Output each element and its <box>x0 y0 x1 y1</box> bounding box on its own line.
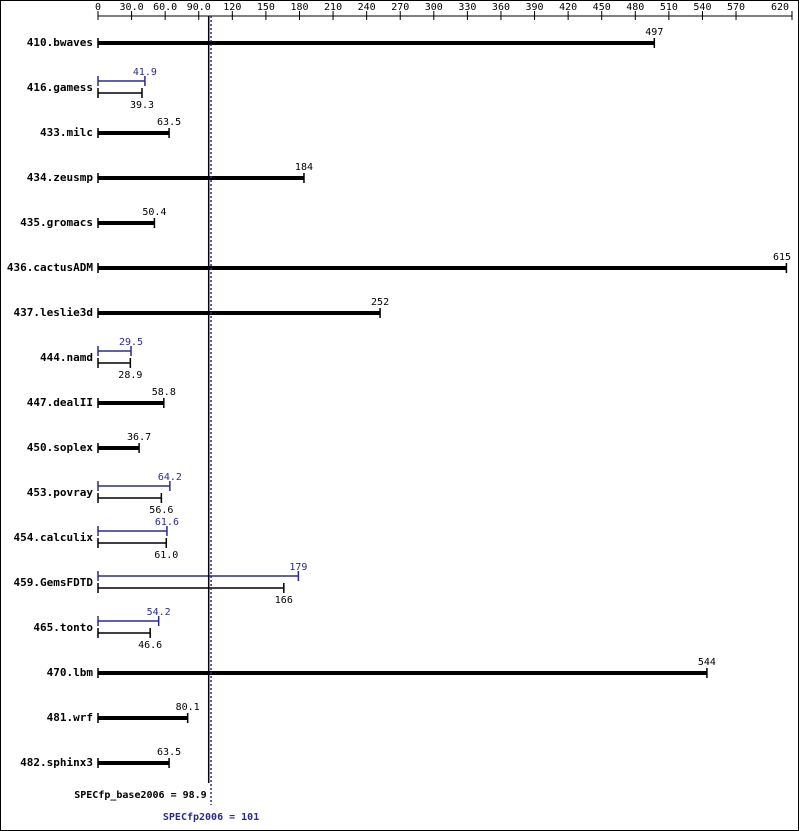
category-label: 447.dealII <box>27 396 93 409</box>
reference-label: SPECfp_base2006 = 98.9 <box>74 790 206 801</box>
value-label: 61.6 <box>155 517 179 528</box>
category-label: 433.milc <box>40 126 93 139</box>
value-label: 166 <box>275 595 293 606</box>
category-label: 437.leslie3d <box>14 306 93 319</box>
category-label: 454.calculix <box>14 531 94 544</box>
value-label: 184 <box>295 162 313 173</box>
category-label: 434.zeusmp <box>27 171 94 184</box>
value-label: 54.2 <box>147 607 171 618</box>
value-label: 29.5 <box>119 337 143 348</box>
category-label: 450.soplex <box>27 441 94 454</box>
value-label: 80.1 <box>176 702 200 713</box>
x-tick-label: 240 <box>358 2 376 13</box>
x-tick-label: 60.0 <box>153 2 177 13</box>
value-label: 252 <box>371 297 389 308</box>
category-label: 436.cactusADM <box>7 261 93 274</box>
x-tick-label: 450 <box>593 2 611 13</box>
x-tick-label: 30.0 <box>120 2 144 13</box>
value-label: 615 <box>773 252 791 263</box>
x-tick-label: 210 <box>324 2 342 13</box>
value-label: 58.8 <box>152 387 176 398</box>
x-tick-label: 540 <box>693 2 711 13</box>
x-tick-label: 420 <box>559 2 577 13</box>
value-label: 36.7 <box>127 432 151 443</box>
category-label: 453.povray <box>27 486 94 499</box>
x-tick-label: 480 <box>626 2 644 13</box>
value-label: 41.9 <box>133 67 157 78</box>
value-label: 28.9 <box>118 370 142 381</box>
category-label: 444.namd <box>40 351 93 364</box>
category-label: 465.tonto <box>33 621 93 634</box>
x-tick-label: 510 <box>660 2 678 13</box>
value-label: 64.2 <box>158 472 182 483</box>
value-label: 497 <box>645 27 663 38</box>
category-label: 481.wrf <box>47 711 93 724</box>
value-label: 61.0 <box>154 550 178 561</box>
x-tick-label: 0 <box>95 2 101 13</box>
category-label: 410.bwaves <box>27 36 93 49</box>
x-tick-label: 150 <box>257 2 275 13</box>
value-label: 39.3 <box>130 100 154 111</box>
x-tick-label: 120 <box>223 2 241 13</box>
category-label: 470.lbm <box>47 666 94 679</box>
value-label: 56.6 <box>149 505 173 516</box>
value-label: 544 <box>698 657 716 668</box>
value-label: 50.4 <box>142 207 166 218</box>
value-label: 63.5 <box>157 747 181 758</box>
category-label: 435.gromacs <box>20 216 93 229</box>
x-tick-label: 180 <box>290 2 308 13</box>
x-tick-label: 620 <box>771 2 789 13</box>
x-tick-label: 360 <box>492 2 510 13</box>
category-label: 482.sphinx3 <box>20 756 93 769</box>
x-tick-label: 570 <box>727 2 745 13</box>
value-label: 63.5 <box>157 117 181 128</box>
x-tick-label: 90.0 <box>187 2 211 13</box>
value-label: 179 <box>289 562 307 573</box>
x-tick-label: 300 <box>425 2 443 13</box>
value-label: 46.6 <box>138 640 162 651</box>
x-tick-label: 270 <box>391 2 409 13</box>
category-label: 416.gamess <box>27 81 93 94</box>
reference-label: SPECfp2006 = 101 <box>163 812 259 823</box>
x-tick-label: 390 <box>526 2 544 13</box>
category-label: 459.GemsFDTD <box>14 576 94 589</box>
x-tick-label: 330 <box>458 2 476 13</box>
